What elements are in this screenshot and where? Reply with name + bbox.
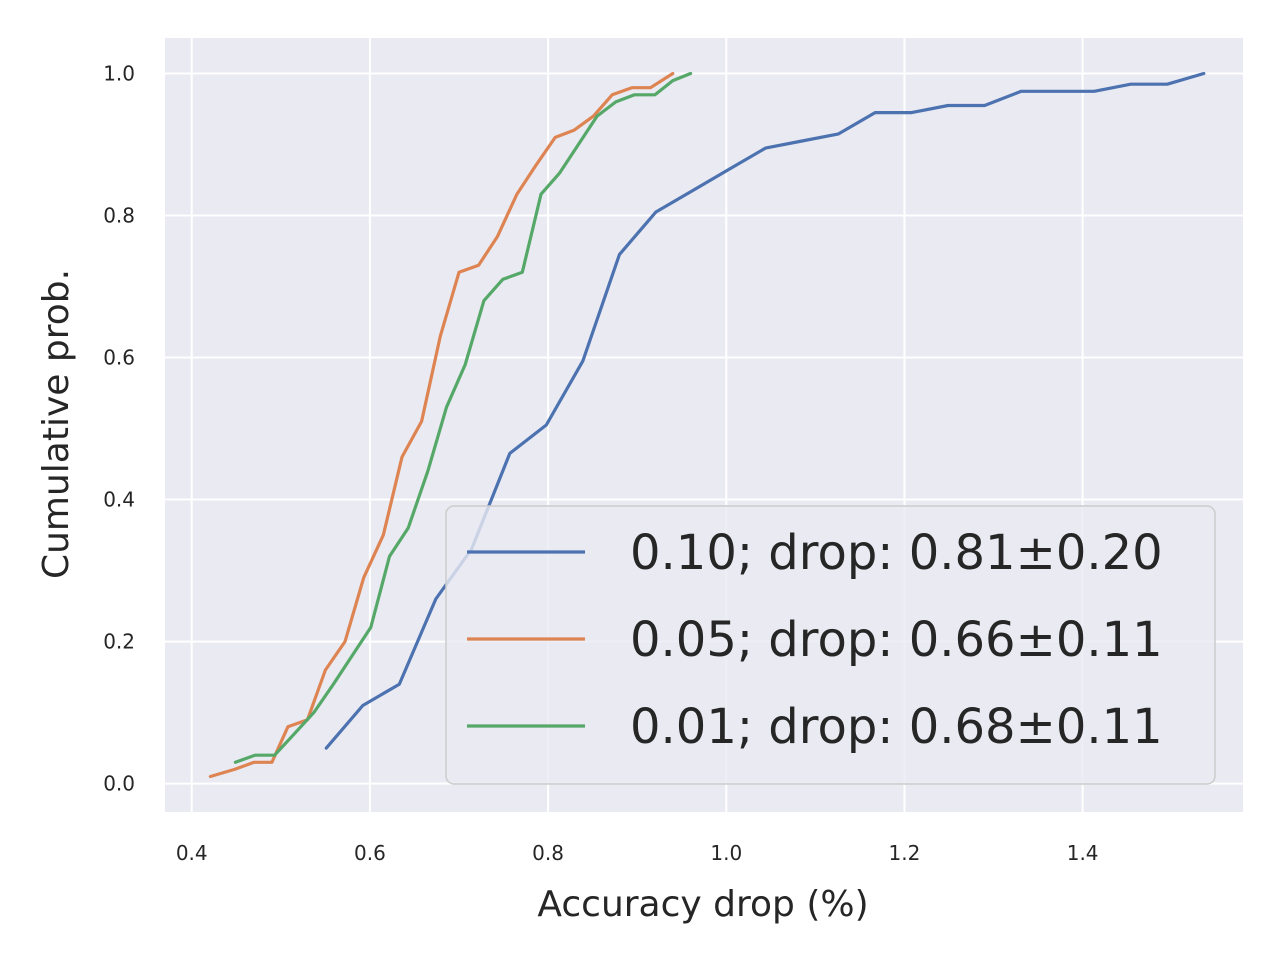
- x-axis-label: Accuracy drop (%): [537, 884, 868, 925]
- x-tick-label: 1.0: [710, 841, 742, 865]
- x-tick-label: 0.4: [176, 841, 208, 865]
- y-tick-label: 1.0: [103, 62, 135, 86]
- legend: 0.10; drop: 0.81±0.20 0.05; drop: 0.66±0.…: [445, 505, 1216, 785]
- y-tick-label: 0.6: [103, 346, 135, 370]
- y-tick-label: 0.4: [103, 488, 135, 512]
- legend-label-1: 0.10; drop: 0.81±0.20: [630, 525, 1163, 581]
- y-tick-label: 0.2: [103, 630, 135, 654]
- x-tick-labels: 0.4 0.6 0.8 1.0 1.2 1.4: [176, 841, 1099, 865]
- legend-box: [445, 505, 1216, 785]
- series-line-2: [208, 71, 675, 779]
- legend-label-2: 0.05; drop: 0.66±0.11: [630, 612, 1163, 668]
- x-tick-label: 1.2: [889, 841, 921, 865]
- y-tick-label: 0.8: [103, 204, 135, 228]
- x-tick-label: 1.4: [1067, 841, 1099, 865]
- y-tick-labels: 0.0 0.2 0.4 0.6 0.8 1.0: [103, 62, 135, 796]
- y-tick-label: 0.0: [103, 772, 135, 796]
- x-tick-label: 0.8: [532, 841, 564, 865]
- x-tick-label: 0.6: [354, 841, 386, 865]
- legend-label-3: 0.01; drop: 0.68±0.11: [630, 699, 1163, 755]
- y-axis-label: Cumulative prob.: [36, 269, 77, 579]
- series-line-3: [233, 71, 693, 764]
